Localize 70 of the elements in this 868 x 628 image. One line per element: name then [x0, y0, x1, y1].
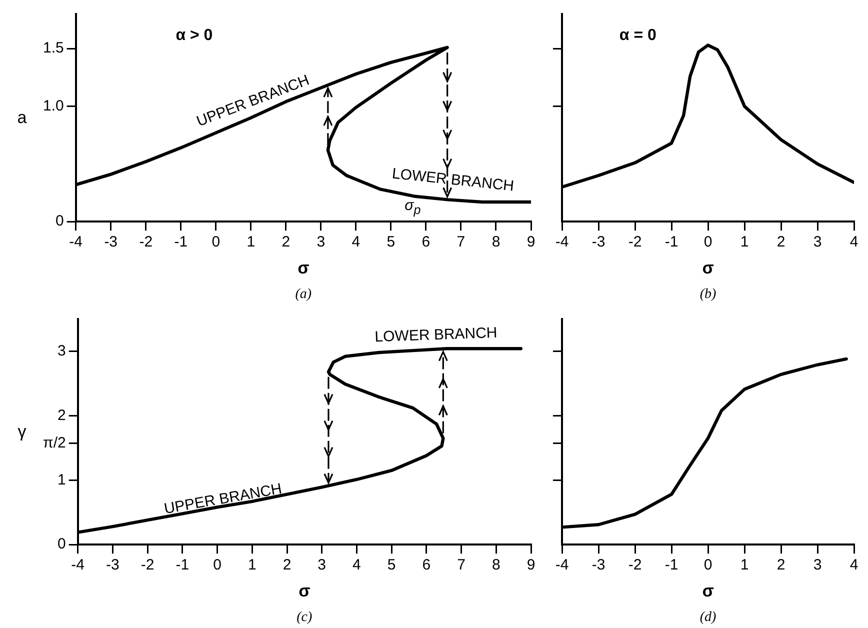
x-tick-label: -2	[628, 556, 642, 574]
x-tick-label: 1	[740, 556, 749, 574]
y-tick-label: 0	[58, 536, 66, 553]
x-tick-label: -1	[664, 556, 678, 574]
x-tick-label: -1	[174, 234, 188, 251]
x-tick-label: 5	[386, 234, 396, 251]
x-tick-label: 6	[422, 556, 431, 574]
x-tick-label: 1	[740, 234, 749, 251]
text: (b)	[700, 287, 716, 303]
x-tick-label: -1	[176, 556, 190, 574]
x-tick-label: 2	[282, 234, 290, 251]
x-tick-label: -2	[140, 556, 154, 574]
x-axis-title: σ	[298, 258, 310, 278]
x-tick-label: 3	[316, 234, 326, 251]
x-tick-label: 0	[212, 234, 220, 251]
x-tick-label: 9	[526, 234, 536, 251]
x-tick-label: 7	[456, 234, 466, 251]
x-tick-label: 8	[492, 234, 500, 251]
x-tick-label: -3	[592, 556, 606, 574]
y-tick-label: 3	[58, 342, 66, 360]
x-tick-label: -4	[69, 234, 83, 251]
x-tick-label: 7	[457, 556, 466, 574]
text: α = 0	[619, 27, 656, 45]
y-tick-label: 0	[56, 212, 64, 230]
x-axis-title: σ	[702, 581, 714, 600]
x-tick-label: 1	[246, 234, 256, 251]
x-tick-label: 2	[776, 556, 786, 574]
y-tick-label: 1.0	[42, 97, 64, 114]
text: (d)	[700, 610, 716, 626]
x-axis-title: σ	[298, 581, 311, 600]
y-axis-title: γ	[18, 422, 26, 442]
x-tick-label: -2	[628, 234, 642, 251]
x-tick-label: -4	[555, 234, 569, 251]
x-tick-label: -4	[71, 556, 85, 574]
x-tick-label: -3	[104, 234, 118, 251]
x-tick-label: 3	[813, 234, 822, 251]
x-tick-label: -4	[555, 556, 569, 574]
x-tick-label: 0	[704, 234, 712, 251]
y-tick-label: 1	[58, 471, 66, 488]
text: α > 0	[176, 27, 213, 45]
y-axis-title: a	[17, 108, 27, 128]
x-tick-label: 0	[213, 556, 222, 574]
annotation: LOWER BRANCH	[392, 164, 516, 195]
x-tick-label: 3	[318, 556, 326, 574]
text: (c)	[296, 610, 312, 626]
text: (a)	[295, 287, 312, 303]
annotation: LOWER BRANCH	[374, 324, 498, 346]
y-tick-label: 2	[58, 406, 66, 424]
x-tick-label: 0	[704, 556, 712, 574]
x-tick-label: 8	[492, 556, 500, 574]
x-tick-label: 5	[387, 556, 396, 574]
x-axis-title: σ	[702, 258, 714, 278]
x-tick-label: 6	[422, 234, 430, 251]
annotation: σ$_{p}$	[404, 197, 421, 218]
y-tick-label: π/2	[43, 434, 66, 452]
y-tick-label: 1.5	[42, 40, 64, 57]
x-tick-label: 4	[850, 234, 858, 251]
x-tick-label: 1	[248, 556, 256, 574]
x-tick-label: 2	[776, 234, 786, 251]
x-tick-label: 4	[352, 556, 361, 574]
x-tick-label: -1	[664, 234, 678, 251]
x-tick-label: -3	[106, 556, 120, 574]
x-tick-label: -3	[592, 234, 606, 251]
x-tick-label: 3	[813, 556, 822, 574]
x-tick-label: -2	[139, 234, 153, 251]
x-tick-label: 9	[526, 556, 536, 574]
x-tick-label: 2	[282, 556, 292, 574]
x-tick-label: 4	[850, 556, 858, 574]
x-tick-label: 4	[352, 234, 360, 251]
annotation: UPPER BRANCH	[162, 480, 284, 518]
